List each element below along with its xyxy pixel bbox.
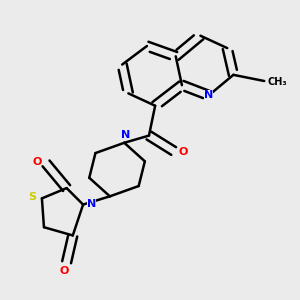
Text: N: N [121, 130, 130, 140]
Text: N: N [204, 90, 213, 100]
Text: O: O [32, 158, 41, 167]
Text: N: N [87, 199, 96, 208]
Text: O: O [178, 147, 188, 157]
Text: S: S [28, 192, 37, 203]
Text: O: O [60, 266, 69, 277]
Text: CH₃: CH₃ [268, 77, 287, 87]
